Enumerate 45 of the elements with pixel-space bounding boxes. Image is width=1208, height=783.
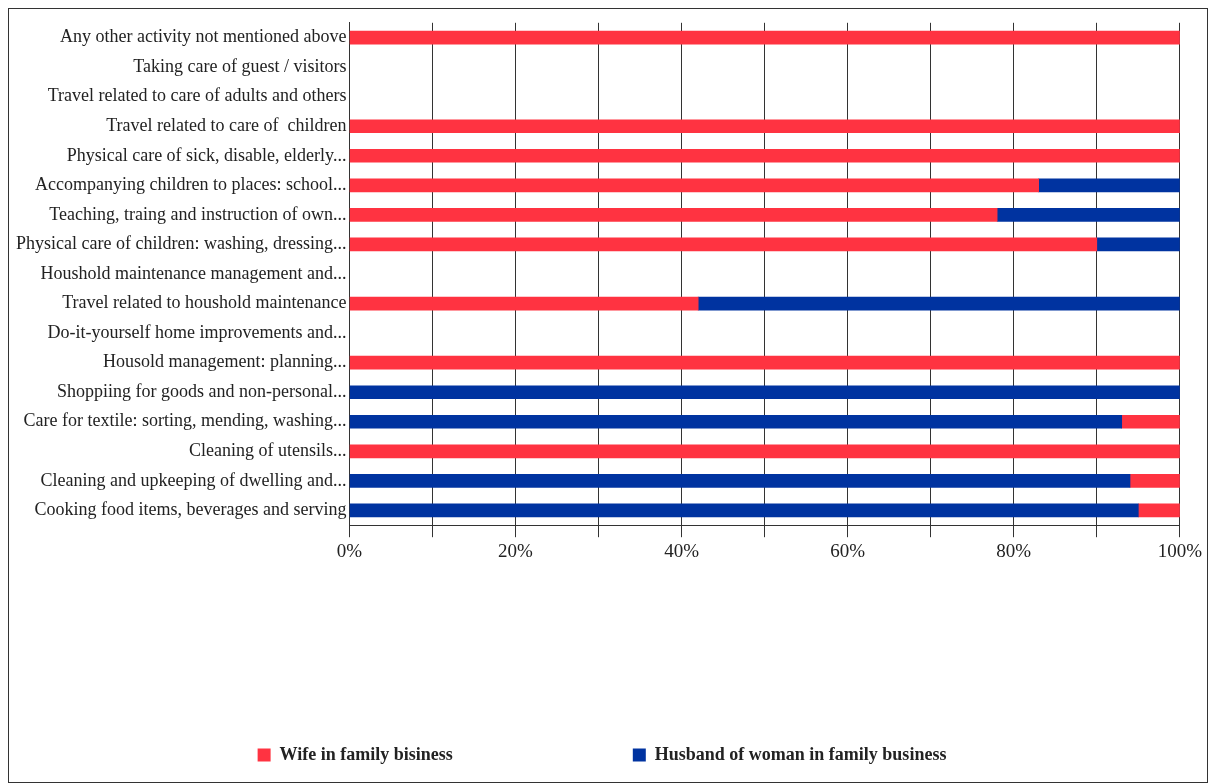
y-tick-label: Taking care of guest / visitors	[133, 55, 347, 76]
y-tick-label: Travel related to care of children	[106, 114, 347, 135]
x-tick-label: 60%	[830, 539, 866, 561]
bar	[349, 474, 1131, 488]
bar	[349, 355, 1180, 370]
y-tick-label: Care for textile: sorting, mending, washing...	[23, 410, 347, 431]
x-tick-label: 80%	[996, 539, 1032, 561]
bar	[349, 30, 1180, 45]
bar	[349, 237, 1098, 252]
y-tick-label: Travel related to care of adults and others	[47, 85, 347, 106]
y-tick-label: Cooking food items, beverages and serving	[34, 499, 347, 520]
x-tick-label: 20%	[498, 539, 534, 561]
y-tick-label: Any other activity not mentioned above	[59, 26, 347, 47]
legend-label: Husband of woman in family business	[654, 743, 947, 764]
bar	[349, 208, 998, 222]
bar	[349, 385, 1180, 400]
bar	[349, 414, 1123, 429]
bar	[349, 296, 699, 311]
bar	[1129, 474, 1180, 488]
bar	[349, 119, 1180, 134]
bar	[1096, 237, 1180, 252]
y-tick-label: Shoppiing for goods and non-personal...	[56, 380, 347, 401]
y-tick-label: Do-it-yourself home improvements and...	[47, 321, 347, 342]
y-tick-label: Housold management: planning...	[102, 351, 347, 372]
y-tick-label: Houshold maintenance management and...	[40, 262, 347, 283]
y-tick-label: Physical care of children: washing, dressing...	[15, 233, 347, 254]
bar	[1038, 178, 1180, 193]
y-tick-label: Accompanying children to places: school...	[34, 174, 347, 195]
bar	[349, 503, 1139, 518]
bar	[349, 444, 1180, 459]
y-tick-label: Travel related to houshold maintenance	[62, 292, 347, 313]
y-tick-label: Physical care of sick, disable, elderly...	[66, 144, 347, 165]
bar	[996, 208, 1180, 222]
bar	[1121, 414, 1180, 429]
x-tick-label: 40%	[664, 539, 700, 561]
bar	[697, 296, 1180, 311]
x-tick-label: 0%	[336, 539, 363, 561]
legend-label: Wife in family bisiness	[279, 743, 453, 764]
bar	[349, 178, 1039, 193]
y-tick-label: Cleaning of utensils...	[188, 440, 347, 461]
bar	[1137, 503, 1180, 518]
bar	[349, 148, 1180, 163]
x-tick-label: 100%	[1157, 539, 1203, 561]
y-tick-label: Teaching, traing and instruction of own...	[49, 203, 347, 224]
y-tick-label: Cleaning and upkeeping of dwelling and...	[40, 469, 347, 490]
